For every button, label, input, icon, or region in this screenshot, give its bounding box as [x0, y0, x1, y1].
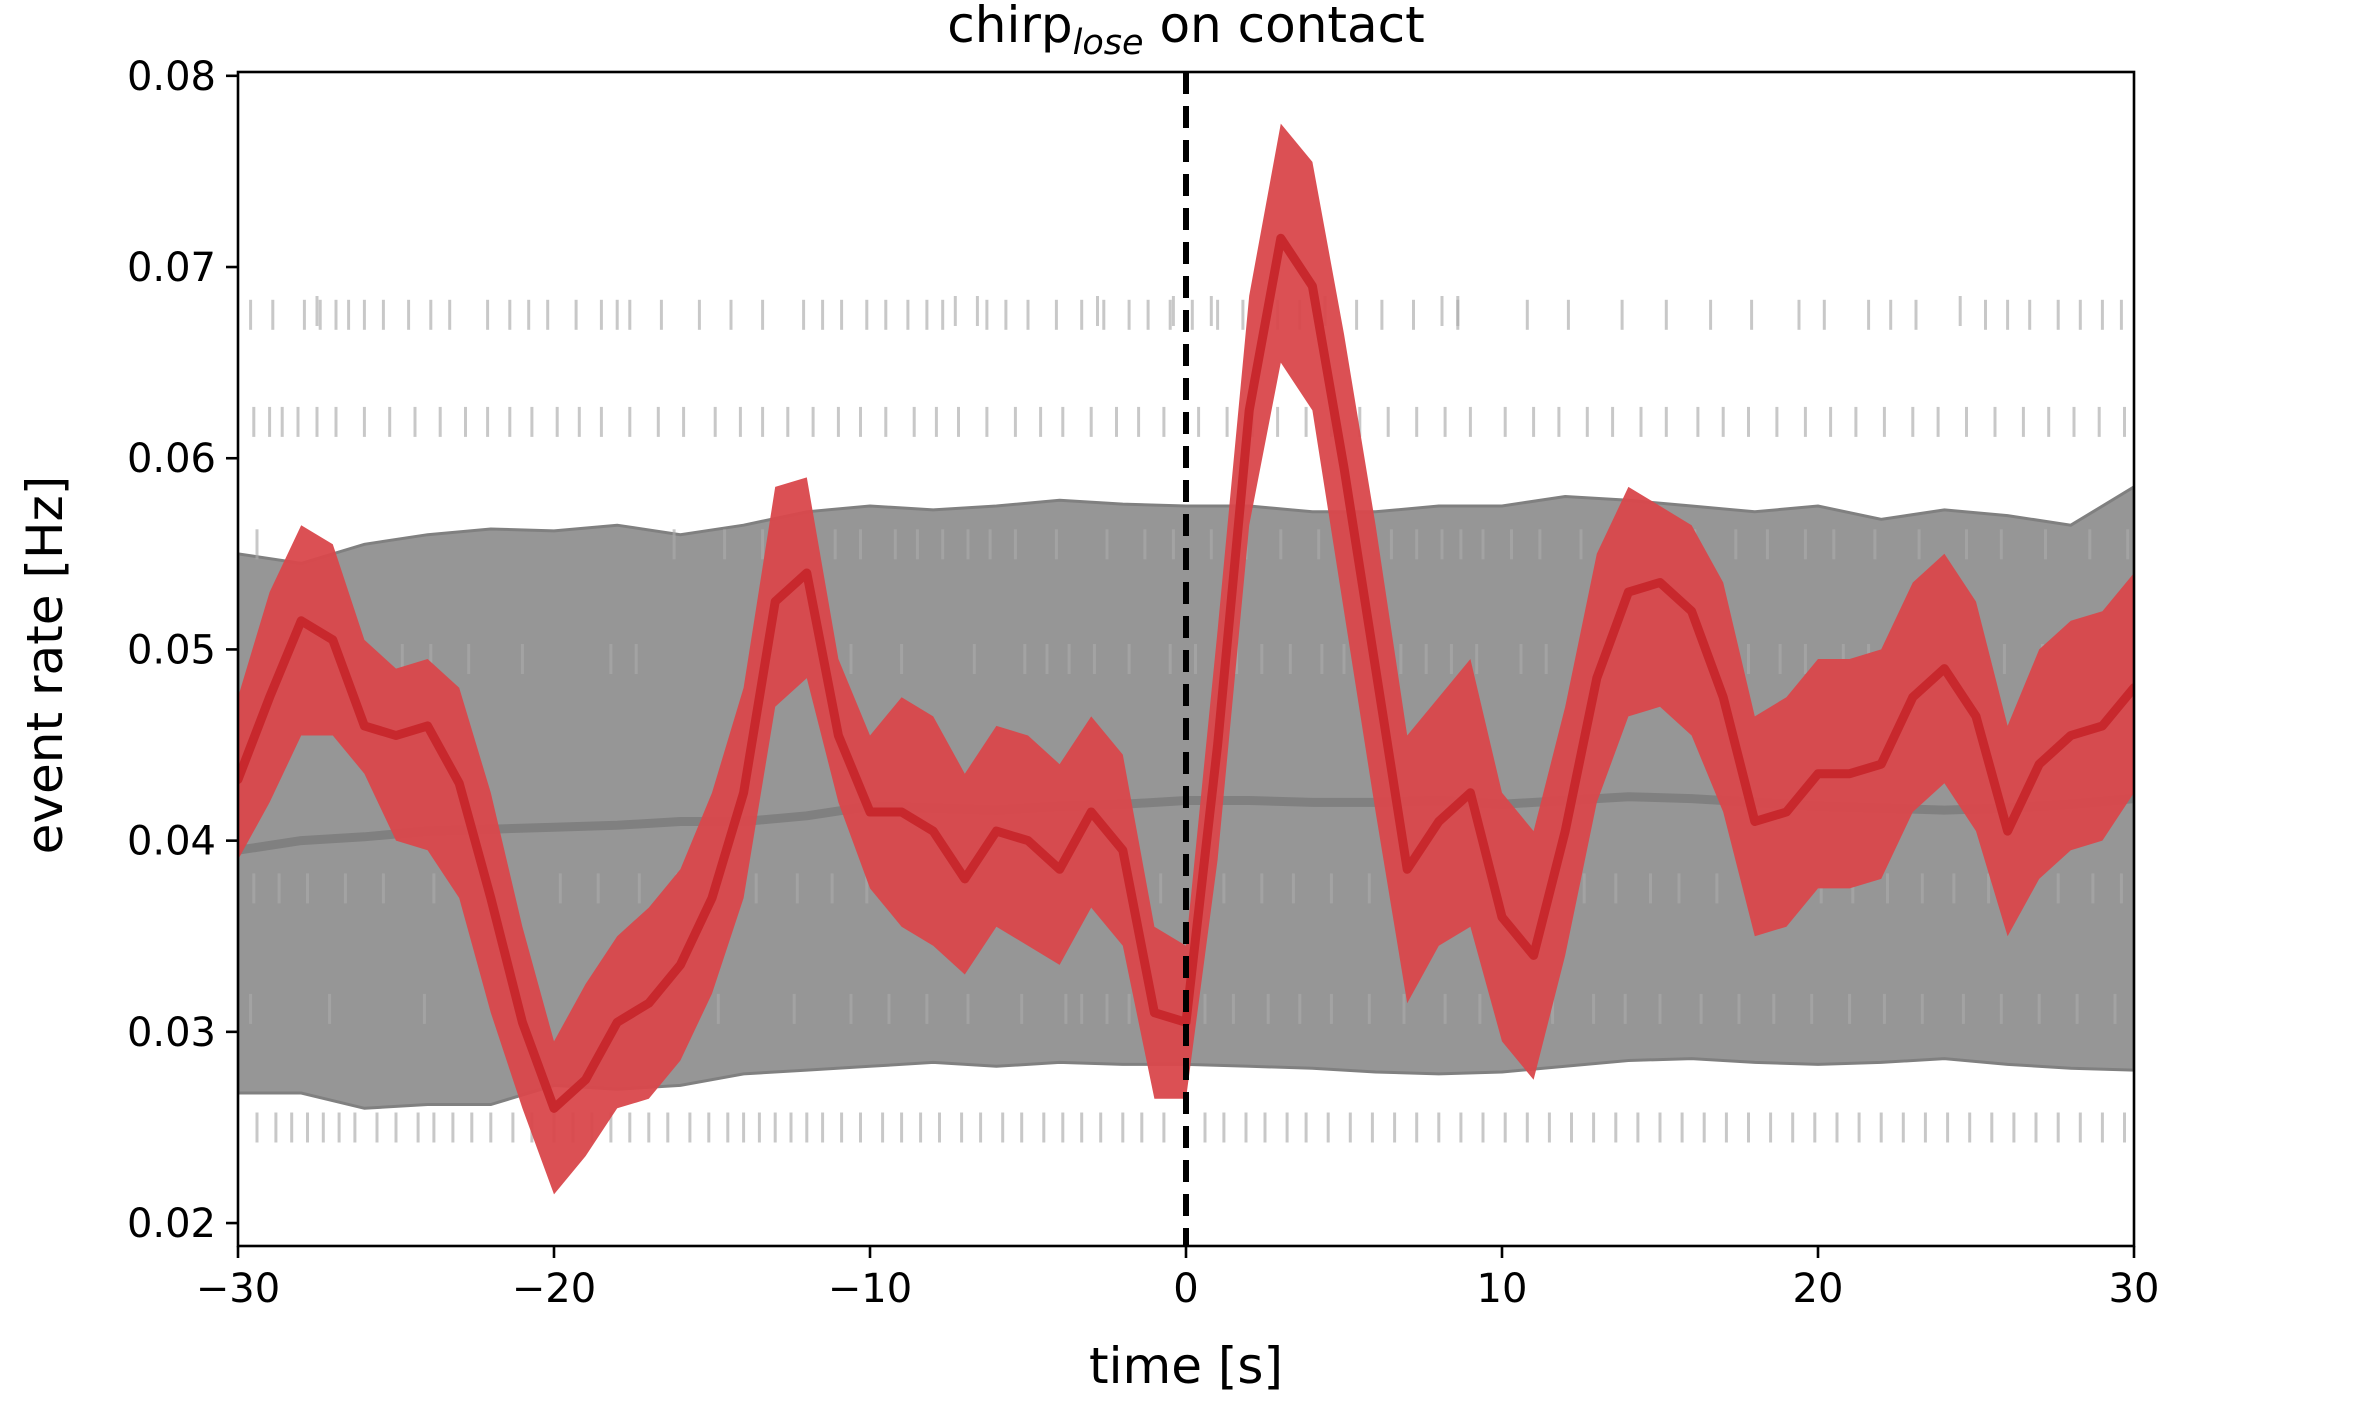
y-tick-label: 0.08	[127, 54, 216, 100]
chart-title-suffix: on contact	[1144, 0, 1425, 54]
y-tick-label: 0.02	[127, 1201, 216, 1247]
x-tick-label: 10	[1477, 1266, 1528, 1312]
chart-title-subscript: lose	[1073, 23, 1144, 63]
x-axis-label: time [s]	[1089, 1337, 1283, 1395]
chart-title-main: chirp	[947, 0, 1072, 54]
y-tick-label: 0.07	[127, 245, 216, 291]
y-tick-label: 0.05	[127, 627, 216, 673]
y-tick-label: 0.06	[127, 436, 216, 482]
event-row-1	[315, 296, 1962, 326]
chart-title: chirplose on contact	[947, 0, 1424, 63]
x-tick-label: −30	[196, 1266, 280, 1312]
x-tick-label: 20	[1793, 1266, 1844, 1312]
x-tick-label: −10	[828, 1266, 912, 1312]
observed-confidence-band	[238, 123, 2134, 1195]
event-row-2	[249, 299, 2123, 330]
event-row-8	[255, 1112, 2126, 1143]
event-row-3	[252, 406, 2126, 437]
y-axis: 0.02 0.03 0.04 0.05 0.06 0.07 0.08	[127, 54, 238, 1247]
plot-inner	[238, 72, 2134, 1246]
x-tick-label: 30	[2109, 1266, 2160, 1312]
x-axis: −30 −20 −10 0 10 20 30	[196, 1246, 2160, 1312]
y-tick-label: 0.03	[127, 1010, 216, 1056]
y-axis-label: event rate [Hz]	[16, 476, 74, 855]
observed-rate-line	[238, 233, 2134, 1113]
y-tick-label: 0.04	[127, 819, 216, 865]
x-tick-label: 0	[1173, 1266, 1198, 1312]
plot-area	[238, 72, 2134, 1246]
x-tick-label: −20	[512, 1266, 596, 1312]
